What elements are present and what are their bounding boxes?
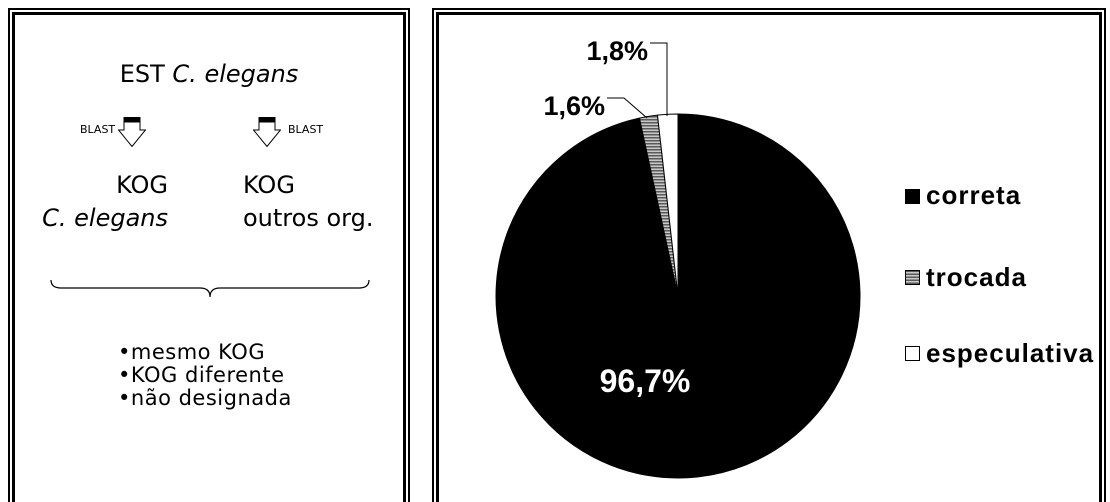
- legend-swatch-especulativa: [905, 346, 920, 361]
- outcome-item: •mesmo KOG: [118, 340, 266, 364]
- target-kog-c-elegans: KOG C. elegans: [8, 169, 168, 235]
- chart-panel: 1,8% 1,6% 96,7% correta trocada especula…: [432, 8, 1106, 502]
- outcome-item: •não designada: [118, 386, 292, 410]
- query-organism: C. elegans: [172, 60, 299, 88]
- legend-label-especulativa: especulativa: [926, 338, 1095, 368]
- leader-line-especulativa: [650, 42, 668, 116]
- target-line1: KOG: [243, 171, 295, 199]
- target-kog-other: KOG outros org.: [243, 169, 373, 235]
- legend-swatch-trocada: [905, 270, 920, 285]
- panel-frame-inner: [436, 12, 1102, 502]
- outcome-list: •mesmo KOG •KOG diferente •não designada: [118, 341, 292, 410]
- panel-frame: [432, 8, 1106, 502]
- pie-chart: 1,8% 1,6% 96,7%: [495, 36, 861, 479]
- diagram-panel: EST C. elegans BLAST BLAST KOG C. elegans…: [8, 8, 410, 502]
- leader-line-trocada: [607, 97, 648, 119]
- down-arrow-icon: [253, 117, 281, 147]
- target-line2: outros org.: [243, 204, 374, 232]
- curly-brace-icon: [50, 280, 370, 298]
- outcome-item: •KOG diferente: [118, 363, 285, 387]
- blast-label-left: BLAST: [80, 123, 116, 136]
- legend-label-trocada: trocada: [926, 262, 1027, 292]
- panel-frame: [8, 8, 410, 502]
- data-label-correta: 96,7%: [600, 363, 691, 399]
- legend-label-correta: correta: [926, 180, 1022, 210]
- panel-frame-inner: [12, 12, 406, 502]
- query-label: EST C. elegans: [8, 60, 410, 88]
- data-label-especulativa: 1,8%: [586, 36, 648, 66]
- legend-swatch-correta: [905, 189, 920, 204]
- pie-slices: [495, 113, 861, 479]
- data-label-trocada: 1,6%: [543, 91, 605, 121]
- target-line2: C. elegans: [42, 204, 168, 232]
- down-arrow-icon: [118, 117, 146, 147]
- query-prefix: EST: [119, 60, 165, 88]
- blast-label-right: BLAST: [288, 123, 324, 136]
- pie-slice-especulativa: [656, 113, 679, 297]
- target-line1: KOG: [116, 171, 168, 199]
